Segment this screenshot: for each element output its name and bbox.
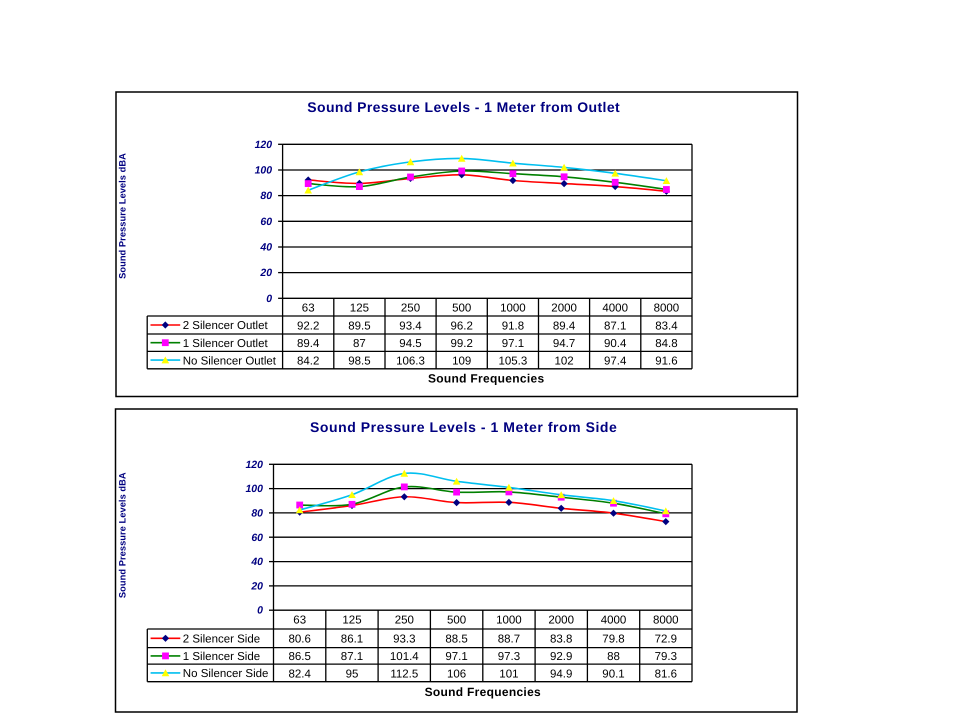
- svg-text:250: 250: [395, 615, 414, 627]
- svg-text:102: 102: [555, 356, 574, 368]
- svg-text:79.8: 79.8: [602, 634, 624, 646]
- svg-text:2 Silencer Outlet: 2 Silencer Outlet: [183, 320, 269, 332]
- svg-text:92.9: 92.9: [550, 651, 572, 663]
- svg-text:1 Silencer Side: 1 Silencer Side: [183, 651, 260, 663]
- svg-text:109: 109: [452, 356, 471, 368]
- svg-text:87.1: 87.1: [341, 651, 363, 663]
- svg-text:97.1: 97.1: [502, 338, 524, 350]
- svg-text:95: 95: [346, 668, 359, 680]
- svg-text:84.8: 84.8: [655, 338, 677, 350]
- svg-text:106: 106: [447, 668, 466, 680]
- svg-text:93.4: 93.4: [399, 320, 422, 332]
- svg-text:No Silencer Outlet: No Silencer Outlet: [183, 355, 277, 367]
- svg-text:101: 101: [499, 668, 518, 680]
- svg-text:0: 0: [266, 293, 272, 305]
- svg-text:88: 88: [607, 651, 620, 663]
- svg-text:91.6: 91.6: [655, 356, 677, 368]
- svg-text:Sound Pressure Levels - 1 Mete: Sound Pressure Levels - 1 Meter from Sid…: [310, 419, 617, 435]
- svg-text:500: 500: [447, 615, 466, 627]
- svg-text:40: 40: [250, 556, 263, 568]
- svg-text:20: 20: [250, 580, 263, 592]
- svg-text:72.9: 72.9: [655, 634, 677, 646]
- svg-text:94.9: 94.9: [550, 668, 572, 680]
- svg-text:83.8: 83.8: [550, 634, 572, 646]
- svg-text:97.3: 97.3: [498, 651, 520, 663]
- svg-text:98.5: 98.5: [348, 356, 370, 368]
- svg-text:120: 120: [245, 459, 263, 471]
- svg-text:100: 100: [245, 483, 263, 495]
- svg-text:89.4: 89.4: [553, 320, 576, 332]
- svg-text:2000: 2000: [548, 615, 574, 627]
- svg-text:8000: 8000: [654, 302, 680, 314]
- svg-text:2000: 2000: [551, 302, 577, 314]
- svg-text:82.4: 82.4: [289, 668, 312, 680]
- svg-text:4000: 4000: [601, 615, 627, 627]
- svg-text:2 Silencer Side: 2 Silencer Side: [183, 634, 260, 646]
- svg-text:0: 0: [257, 605, 263, 617]
- svg-text:250: 250: [401, 302, 420, 314]
- svg-text:40: 40: [259, 242, 272, 254]
- svg-text:63: 63: [293, 615, 306, 627]
- svg-text:80: 80: [260, 190, 272, 202]
- svg-text:91.8: 91.8: [502, 320, 524, 332]
- svg-text:80: 80: [251, 507, 263, 519]
- svg-text:88.5: 88.5: [445, 634, 467, 646]
- svg-text:112.5: 112.5: [390, 668, 418, 680]
- svg-text:125: 125: [350, 302, 369, 314]
- svg-text:Sound Pressure Levels dBA: Sound Pressure Levels dBA: [118, 153, 128, 279]
- svg-text:90.1: 90.1: [602, 668, 624, 680]
- svg-text:89.4: 89.4: [297, 338, 320, 350]
- svg-text:86.5: 86.5: [289, 651, 311, 663]
- svg-text:60: 60: [251, 532, 263, 544]
- svg-text:94.7: 94.7: [553, 338, 575, 350]
- svg-text:97.1: 97.1: [445, 651, 467, 663]
- svg-text:92.2: 92.2: [297, 320, 319, 332]
- svg-text:8000: 8000: [653, 615, 679, 627]
- svg-text:Sound Pressure Levels dBA: Sound Pressure Levels dBA: [118, 472, 128, 598]
- svg-text:79.3: 79.3: [655, 651, 677, 663]
- svg-text:105.3: 105.3: [499, 356, 528, 368]
- svg-text:88.7: 88.7: [498, 634, 520, 646]
- svg-text:80.6: 80.6: [289, 634, 311, 646]
- svg-text:1000: 1000: [496, 615, 522, 627]
- svg-text:Sound Frequencies: Sound Frequencies: [428, 372, 544, 386]
- svg-text:87: 87: [353, 338, 366, 350]
- svg-text:120: 120: [255, 139, 273, 151]
- svg-text:4000: 4000: [602, 302, 628, 314]
- svg-text:99.2: 99.2: [451, 338, 473, 350]
- svg-text:Sound Frequencies: Sound Frequencies: [425, 685, 541, 699]
- svg-text:83.4: 83.4: [655, 320, 678, 332]
- svg-text:97.4: 97.4: [604, 356, 627, 368]
- svg-text:94.5: 94.5: [399, 338, 421, 350]
- svg-text:20: 20: [259, 267, 272, 279]
- svg-text:81.6: 81.6: [655, 668, 677, 680]
- svg-text:60: 60: [260, 216, 272, 228]
- svg-text:500: 500: [452, 302, 471, 314]
- svg-text:84.2: 84.2: [297, 356, 319, 368]
- svg-text:101.4: 101.4: [390, 651, 419, 663]
- svg-text:87.1: 87.1: [604, 320, 626, 332]
- svg-text:Sound Pressure Levels - 1 Mete: Sound Pressure Levels - 1 Meter from Out…: [307, 99, 620, 115]
- svg-text:93.3: 93.3: [393, 634, 415, 646]
- svg-text:96.2: 96.2: [451, 320, 473, 332]
- svg-text:86.1: 86.1: [341, 634, 363, 646]
- svg-text:89.5: 89.5: [348, 320, 370, 332]
- svg-text:100: 100: [255, 165, 273, 177]
- svg-text:No Silencer Side: No Silencer Side: [183, 668, 269, 680]
- svg-text:1000: 1000: [500, 302, 526, 314]
- svg-text:1 Silencer Outlet: 1 Silencer Outlet: [183, 338, 269, 350]
- svg-text:63: 63: [302, 302, 315, 314]
- svg-text:125: 125: [342, 615, 361, 627]
- svg-text:90.4: 90.4: [604, 338, 627, 350]
- svg-text:106.3: 106.3: [396, 356, 425, 368]
